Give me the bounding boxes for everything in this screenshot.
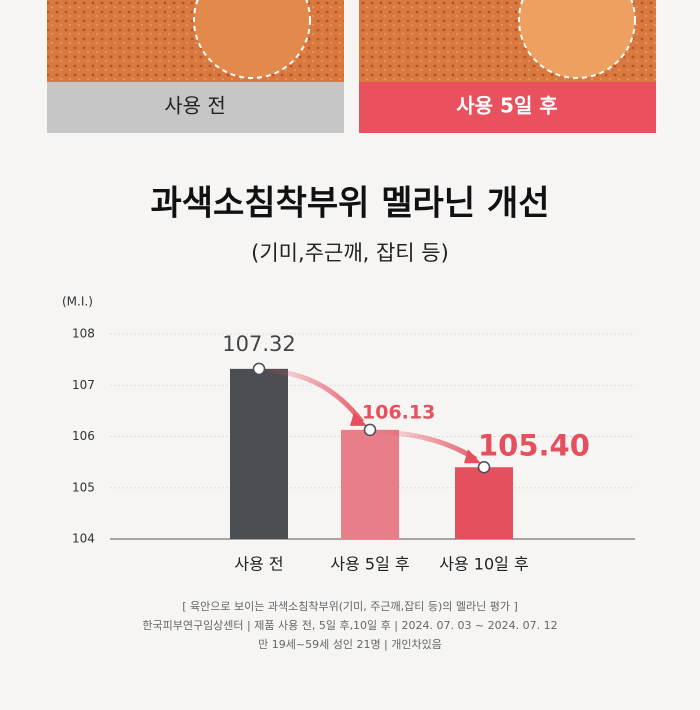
footnote: 만 19세~59세 성인 21명 | 개인차있음 bbox=[258, 638, 442, 651]
x-tick-label: 사용 10일 후 bbox=[439, 555, 528, 574]
footnote: 한국피부연구임상센터 | 제품 사용 전, 5일 후,10일 후 | 2024.… bbox=[142, 618, 557, 632]
value-label: 106.13 bbox=[362, 401, 435, 423]
photo-zoom bbox=[193, 0, 311, 79]
footnote: [ 육안으로 보이는 과색소침착부위(기미, 주근깨,잡티 등)의 멜라닌 평가… bbox=[182, 600, 518, 613]
after-label: 사용 5일 후 bbox=[456, 94, 557, 118]
y-tick-label: 104 bbox=[72, 532, 95, 546]
point bbox=[252, 362, 266, 376]
arrow-head bbox=[350, 411, 367, 426]
y-axis-label: (M.I.) bbox=[62, 295, 93, 309]
bar bbox=[455, 467, 513, 539]
y-tick-label: 108 bbox=[72, 327, 95, 341]
arrow-head bbox=[464, 449, 481, 464]
point bbox=[477, 461, 491, 474]
after-tag bbox=[359, 82, 656, 133]
before-label: 사용 전 bbox=[164, 94, 226, 118]
point bbox=[363, 423, 377, 437]
before-tag bbox=[47, 82, 344, 133]
bar bbox=[341, 429, 399, 539]
trend-arrow bbox=[266, 368, 364, 424]
y-tick-label: 106 bbox=[72, 429, 95, 443]
y-tick-label: 107 bbox=[72, 378, 95, 392]
bar bbox=[230, 368, 288, 539]
x-tick-label: 사용 전 bbox=[234, 555, 283, 574]
photo-zoom bbox=[518, 0, 636, 79]
value-label: 105.40 bbox=[478, 428, 590, 462]
y-tick-label: 105 bbox=[72, 480, 95, 494]
x-tick-label: 사용 5일 후 bbox=[330, 555, 409, 574]
chart-title: 과색소침착부위 멜라닌 개선 bbox=[150, 184, 549, 224]
value-label: 107.32 bbox=[222, 332, 295, 356]
chart-subtitle: (기미,주근깨, 잡티 등) bbox=[251, 241, 449, 265]
